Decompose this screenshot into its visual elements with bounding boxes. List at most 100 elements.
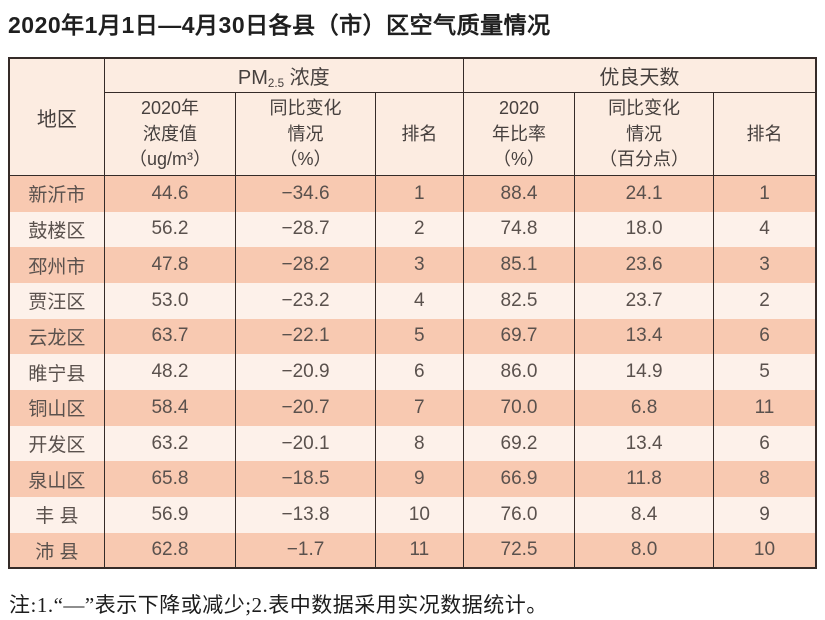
ratio-rank-cell: 2 <box>712 282 817 319</box>
pm-rank-cell: 6 <box>374 354 464 391</box>
ratio-rank-cell: 11 <box>712 390 817 426</box>
header-ratio-change: 同比变化 情况 （百分点） <box>574 92 714 177</box>
ratio-rank-cell: 1 <box>712 175 817 212</box>
ratio-cell: 74.8 <box>462 211 576 248</box>
ratio-cell: 86.0 <box>462 354 576 391</box>
ratio-cell: 69.7 <box>462 318 576 355</box>
pm-rank-cell: 3 <box>374 247 464 283</box>
pm-change-cell: −28.7 <box>235 211 376 248</box>
pm-change-cell: −23.2 <box>235 282 376 319</box>
pm-rank-cell: 4 <box>374 282 464 319</box>
ratio-rank-cell: 8 <box>712 461 817 498</box>
table-row: 贾汪区 53.0 −23.2 4 82.5 23.7 2 <box>8 282 817 319</box>
pm-value-cell: 48.2 <box>103 354 237 391</box>
pm-value-cell: 47.8 <box>103 247 237 283</box>
region-cell: 睢宁县 <box>8 354 105 391</box>
page-title: 2020年1月1日—4月30日各县（市）区空气质量情况 <box>8 12 551 38</box>
pm-rank-cell: 1 <box>374 175 464 212</box>
table-row: 泉山区 65.8 −18.5 9 66.9 11.8 8 <box>8 461 817 498</box>
ratio-cell: 76.0 <box>462 497 576 533</box>
ratio-change-cell: 23.7 <box>574 282 714 319</box>
ratio-rank-cell: 9 <box>712 497 817 533</box>
ratio-cell: 69.2 <box>462 425 576 462</box>
ratio-cell: 72.5 <box>462 532 576 569</box>
ratio-change-cell: 13.4 <box>574 425 714 462</box>
table-row: 沛 县 62.8 −1.7 11 72.5 8.0 10 <box>8 532 817 569</box>
pm-rank-cell: 7 <box>374 390 464 426</box>
ratio-change-cell: 23.6 <box>574 247 714 283</box>
ratio-rank-cell: 6 <box>712 318 817 355</box>
table-row: 云龙区 63.7 −22.1 5 69.7 13.4 6 <box>8 318 817 355</box>
pm-rank-cell: 11 <box>374 532 464 569</box>
pm-value-cell: 44.6 <box>103 175 237 212</box>
pm-value-cell: 56.2 <box>103 211 237 248</box>
table-row: 邳州市 47.8 −28.2 3 85.1 23.6 3 <box>8 247 817 283</box>
pm25-label-subscript: 2.5 <box>267 77 285 91</box>
ratio-cell: 88.4 <box>462 175 576 212</box>
pm-rank-cell: 5 <box>374 318 464 355</box>
header-ratio-rank: 排名 <box>712 92 817 177</box>
header-pm25-group: PM2.5 浓度 <box>103 57 464 94</box>
pm-rank-cell: 10 <box>374 497 464 533</box>
ratio-rank-cell: 5 <box>712 354 817 391</box>
header-pm25-value: 2020年 浓度值 （ug/m³） <box>103 92 237 177</box>
table-row: 睢宁县 48.2 −20.9 6 86.0 14.9 5 <box>8 354 817 391</box>
region-cell: 泉山区 <box>8 461 105 498</box>
ratio-cell: 70.0 <box>462 390 576 426</box>
ratio-change-cell: 14.9 <box>574 354 714 391</box>
pm-change-cell: −1.7 <box>235 532 376 569</box>
header-group-row: 地区 PM2.5 浓度 优良天数 <box>8 57 817 177</box>
pm-change-cell: −34.6 <box>235 175 376 212</box>
ratio-rank-cell: 6 <box>712 425 817 462</box>
region-cell: 开发区 <box>8 425 105 462</box>
region-cell: 沛 县 <box>8 532 105 569</box>
pm-rank-cell: 8 <box>374 425 464 462</box>
header-sub-row: 2020年 浓度值 （ug/m³） 同比变化 情况 （%） 排名 2020 年比… <box>9 92 817 177</box>
header-pm25-rank: 排名 <box>374 92 464 177</box>
pm-change-cell: −18.5 <box>235 461 376 498</box>
ratio-rank-cell: 3 <box>712 247 817 283</box>
pm-change-cell: −22.1 <box>235 318 376 355</box>
ratio-cell: 85.1 <box>462 247 576 283</box>
region-cell: 丰 县 <box>8 497 105 533</box>
air-quality-table: 地区 PM2.5 浓度 优良天数 2020年 浓度值 （ug/m³） 同比变化 … <box>8 56 817 570</box>
pm-value-cell: 62.8 <box>103 532 237 569</box>
header-pm25-change: 同比变化 情况 （%） <box>235 92 376 177</box>
ratio-change-cell: 8.4 <box>574 497 714 533</box>
header-region: 地区 <box>8 57 105 177</box>
pm25-label-suffix: 浓度 <box>284 67 330 90</box>
region-cell: 贾汪区 <box>8 282 105 319</box>
ratio-change-cell: 24.1 <box>574 175 714 212</box>
pm-value-cell: 65.8 <box>103 461 237 498</box>
pm-rank-cell: 2 <box>374 211 464 248</box>
ratio-change-cell: 8.0 <box>574 532 714 569</box>
table-row: 丰 县 56.9 −13.8 10 76.0 8.4 9 <box>8 497 817 533</box>
pm-rank-cell: 9 <box>374 461 464 498</box>
ratio-change-cell: 18.0 <box>574 211 714 248</box>
ratio-rank-cell: 10 <box>712 532 817 569</box>
ratio-change-cell: 13.4 <box>574 318 714 355</box>
pm-value-cell: 58.4 <box>103 390 237 426</box>
header-gooddays-group: 优良天数 <box>462 57 817 94</box>
table-row: 开发区 63.2 −20.1 8 69.2 13.4 6 <box>8 425 817 462</box>
footnote: 注:1.“—”表示下降或减少;2.表中数据采用实况数据统计。 <box>9 593 548 618</box>
pm-change-cell: −28.2 <box>235 247 376 283</box>
ratio-cell: 82.5 <box>462 282 576 319</box>
ratio-cell: 66.9 <box>462 461 576 498</box>
table-row: 鼓楼区 56.2 −28.7 2 74.8 18.0 4 <box>8 211 817 248</box>
pm-change-cell: −20.1 <box>235 425 376 462</box>
pm25-label-prefix: PM <box>237 67 268 90</box>
pm-value-cell: 63.2 <box>103 425 237 462</box>
region-cell: 铜山区 <box>8 390 105 426</box>
table-row: 铜山区 58.4 −20.7 7 70.0 6.8 11 <box>8 390 817 426</box>
region-cell: 鼓楼区 <box>8 211 105 248</box>
ratio-change-cell: 11.8 <box>574 461 714 498</box>
pm-change-cell: −20.9 <box>235 354 376 391</box>
pm-value-cell: 63.7 <box>103 318 237 355</box>
table-row: 新沂市 44.6 −34.6 1 88.4 24.1 1 <box>8 175 817 212</box>
region-cell: 邳州市 <box>8 247 105 283</box>
pm-value-cell: 56.9 <box>103 497 237 533</box>
ratio-change-cell: 6.8 <box>574 390 714 426</box>
pm-change-cell: −20.7 <box>235 390 376 426</box>
